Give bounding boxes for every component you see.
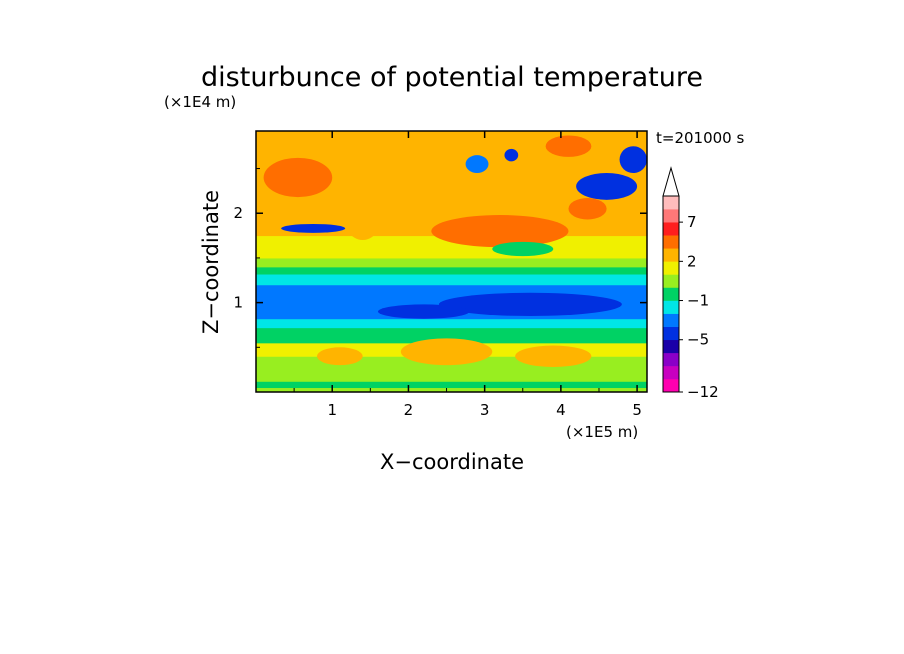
x-tick-label: 3 bbox=[480, 401, 490, 419]
contour-cell bbox=[400, 338, 493, 366]
x-tick-label: 4 bbox=[556, 401, 566, 419]
contour-band bbox=[256, 387, 647, 392]
contour-cell bbox=[316, 347, 363, 366]
plot-area bbox=[256, 131, 647, 392]
contour-band bbox=[256, 318, 647, 329]
contour-cell bbox=[576, 173, 638, 200]
contour-cell bbox=[515, 345, 592, 367]
time-label: t=201000 s bbox=[656, 129, 744, 147]
colorbar-label: −12 bbox=[687, 383, 719, 401]
contour-band bbox=[256, 327, 647, 344]
colorbar-segment bbox=[663, 261, 679, 275]
colorbar-label: 7 bbox=[687, 213, 697, 231]
contour-band bbox=[256, 266, 647, 275]
colorbar-segment bbox=[663, 378, 679, 393]
x-tick-label: 1 bbox=[327, 401, 337, 419]
colorbar-segment bbox=[663, 339, 679, 354]
colorbar-segment bbox=[663, 196, 679, 210]
contour-band bbox=[256, 374, 647, 382]
x-scale-label: (×1E5 m) bbox=[566, 423, 638, 441]
colorbar-segment bbox=[663, 222, 679, 236]
contour-band bbox=[256, 381, 647, 389]
colorbar-segment bbox=[663, 287, 679, 301]
x-tick-label: 2 bbox=[404, 401, 414, 419]
y-axis: 12 bbox=[233, 168, 647, 348]
contour-cell bbox=[568, 198, 607, 220]
plot-frame bbox=[255, 130, 648, 393]
contour-band bbox=[256, 274, 647, 286]
contour-cell bbox=[431, 215, 569, 248]
colorbar-segment bbox=[663, 313, 679, 327]
y-axis-label: Z−coordinate bbox=[199, 190, 223, 334]
chart-title: disturbunce of potential temperature bbox=[201, 62, 703, 93]
contour-band bbox=[256, 257, 647, 268]
colorbar-segment bbox=[663, 326, 679, 341]
contour-cell bbox=[545, 135, 592, 157]
contour-cell bbox=[438, 292, 622, 317]
contour-cell bbox=[263, 157, 333, 198]
contour-cell bbox=[492, 241, 554, 257]
colorbar-label: 2 bbox=[687, 252, 697, 270]
y-scale-label: (×1E4 m) bbox=[164, 93, 236, 111]
colorbar-segment bbox=[663, 274, 679, 288]
contour-cell bbox=[465, 155, 489, 174]
colorbar-segment bbox=[663, 209, 679, 223]
x-tick-label: 5 bbox=[632, 401, 642, 419]
colorbar-segment bbox=[663, 300, 679, 314]
contour-cell bbox=[281, 223, 346, 233]
x-axis-label: X−coordinate bbox=[380, 450, 524, 474]
x-axis: 1 2 3 4 5 bbox=[293, 131, 642, 419]
contour-cell bbox=[504, 148, 519, 162]
contour-cell bbox=[339, 168, 386, 241]
contour-cell bbox=[619, 146, 647, 174]
colorbar-segment bbox=[663, 235, 679, 249]
y-tick-label: 2 bbox=[233, 204, 243, 222]
colorbar-extend-arrow bbox=[662, 166, 680, 197]
colorbar-segment bbox=[663, 352, 679, 367]
colorbar-segment bbox=[663, 248, 679, 262]
colorbar-label: −1 bbox=[687, 292, 709, 310]
y-tick-label: 1 bbox=[233, 294, 243, 312]
colorbar-segment bbox=[663, 365, 679, 380]
colorbar-label: −5 bbox=[687, 331, 709, 349]
contour-cell bbox=[377, 304, 470, 319]
colorbar: 7 2 −1 −5 −12 bbox=[662, 166, 719, 401]
